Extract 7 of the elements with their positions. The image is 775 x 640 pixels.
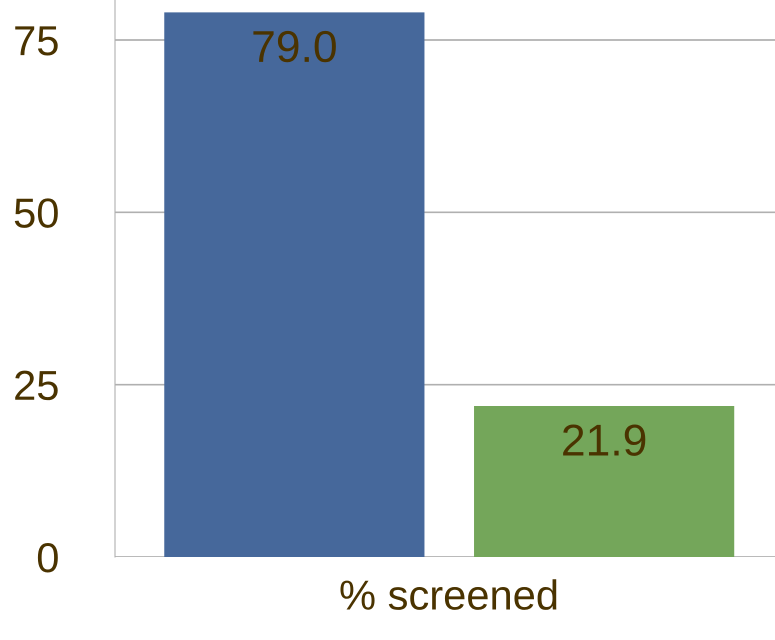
y-tick-label: 75 <box>15 26 58 56</box>
x-axis-title: % screened <box>340 579 556 610</box>
y-tick-label: 25 <box>15 370 58 400</box>
data-label: 21.9 <box>563 424 646 456</box>
y-tick-label: 50 <box>14 198 58 228</box>
data-label: 79.0 <box>253 30 336 62</box>
y-tick-label: 0 <box>38 543 58 573</box>
